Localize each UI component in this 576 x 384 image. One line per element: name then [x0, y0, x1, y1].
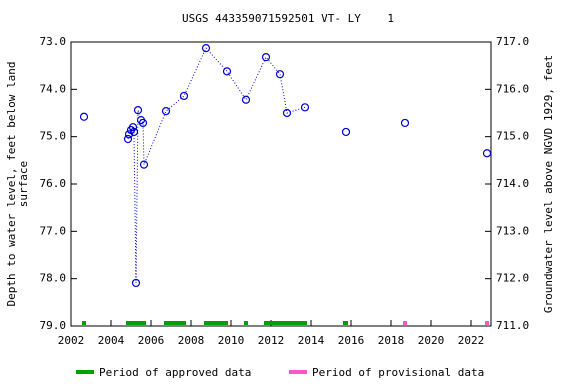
- x-tick-label: 2018: [378, 334, 405, 347]
- data-point: [341, 127, 351, 137]
- legend-swatch: [76, 370, 94, 374]
- y-axis-label: Depth to water level, feet below land: [5, 61, 18, 306]
- y-axis-label: surface: [17, 161, 30, 207]
- period-bar: [403, 321, 407, 325]
- y-tick-label: 78.0: [40, 272, 67, 285]
- legend-label: Period of approved data: [99, 366, 251, 379]
- y-tick-label: 79.0: [40, 319, 67, 332]
- y-tick-label: 77.0: [40, 224, 67, 237]
- y2-tick-label: 713.0: [496, 224, 529, 237]
- data-point: [131, 278, 141, 288]
- period-bar: [264, 321, 307, 325]
- data-point: [241, 95, 251, 104]
- period-bar: [164, 321, 186, 325]
- data-point: [128, 123, 138, 132]
- y2-tick-label: 712.0: [496, 272, 529, 285]
- data-point: [179, 91, 189, 101]
- period-bar: [485, 321, 489, 325]
- data-point: [124, 130, 134, 139]
- period-bar: [343, 321, 348, 325]
- y-tick-label: 76.0: [40, 177, 67, 190]
- x-tick-label: 2002: [58, 334, 85, 347]
- y-tick-label: 75.0: [40, 130, 67, 143]
- data-point: [261, 53, 271, 62]
- x-tick-label: 2022: [458, 334, 485, 347]
- x-tick-label: 2012: [258, 334, 285, 347]
- data-point: [222, 67, 232, 76]
- chart-title: USGS 443359071592501 VT- LY 1: [182, 12, 394, 25]
- data-point: [201, 44, 211, 53]
- x-tick-label: 2004: [98, 334, 125, 347]
- data-point: [400, 118, 410, 128]
- y-tick-label: 73.0: [40, 35, 67, 48]
- period-bar: [204, 321, 228, 325]
- period-bar: [126, 321, 146, 325]
- data-line: [127, 47, 306, 283]
- legend-label: Period of provisional data: [312, 366, 484, 379]
- plot-frame: [70, 41, 492, 327]
- y2-axis-label: Groundwater level above NGVD 1929, feet: [542, 55, 555, 313]
- data-point: [139, 160, 149, 169]
- data-point: [133, 106, 143, 115]
- data-point: [79, 112, 89, 121]
- legend-swatch: [289, 370, 307, 374]
- period-bar: [244, 321, 248, 325]
- data-point: [138, 118, 148, 128]
- data-point: [123, 134, 133, 144]
- data-point: [275, 70, 285, 79]
- y2-tick-label: 717.0: [496, 35, 529, 48]
- y2-tick-label: 714.0: [496, 177, 529, 190]
- y2-tick-label: 715.0: [496, 130, 529, 143]
- period-bar: [82, 321, 86, 325]
- data-point: [161, 107, 171, 116]
- data-point: [129, 127, 139, 137]
- x-tick-label: 2020: [418, 334, 445, 347]
- y2-tick-label: 711.0: [496, 319, 529, 332]
- y-tick-label: 74.0: [40, 82, 67, 95]
- x-tick-label: 2008: [178, 334, 205, 347]
- x-tick-label: 2010: [218, 334, 245, 347]
- x-tick-label: 2014: [298, 334, 325, 347]
- data-point: [300, 103, 310, 112]
- x-tick-label: 2016: [338, 334, 365, 347]
- data-point: [482, 149, 492, 158]
- x-tick-label: 2006: [138, 334, 165, 347]
- y2-tick-label: 716.0: [496, 82, 529, 95]
- data-point: [282, 108, 292, 118]
